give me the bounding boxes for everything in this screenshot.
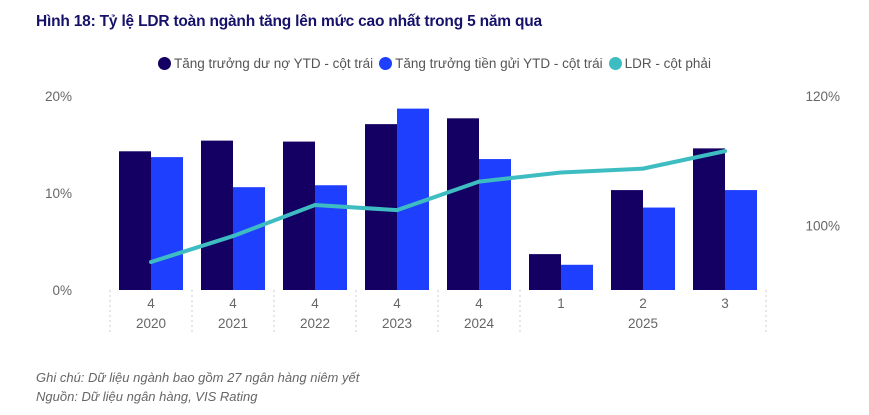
ldr-point xyxy=(231,234,235,239)
ldr-point xyxy=(641,166,645,171)
x-tick-quarter-label: 3 xyxy=(721,296,729,311)
legend: Tăng trưởng dư nợ YTD - cột trái Tăng tr… xyxy=(0,56,869,71)
x-tick-quarter-label: 4 xyxy=(475,296,483,311)
bar-loan-growth xyxy=(119,151,151,290)
legend-label: Tăng trưởng dư nợ YTD - cột trái xyxy=(174,56,374,71)
legend-item-loan-growth: Tăng trưởng dư nợ YTD - cột trái xyxy=(158,56,373,71)
bar-deposit-growth xyxy=(725,190,757,290)
y-left-tick-label: 0% xyxy=(52,283,72,298)
legend-marker xyxy=(158,57,172,70)
x-tick-year-label: 2023 xyxy=(382,316,412,331)
x-tick-year-label: 2025 xyxy=(628,316,658,331)
bar-deposit-growth xyxy=(233,187,265,290)
bar-loan-growth xyxy=(693,148,725,290)
legend-marker xyxy=(608,57,622,70)
x-tick-quarter-label: 2 xyxy=(639,296,647,311)
chart-title: Hình 18: Tỷ lệ LDR toàn ngành tăng lên m… xyxy=(36,13,542,30)
chart-source: Nguồn: Dữ liệu ngân hàng, VIS Rating xyxy=(36,389,258,404)
legend-label: LDR - cột phải xyxy=(624,56,711,71)
bar-deposit-growth xyxy=(151,157,183,290)
y-left-tick-label: 20% xyxy=(45,89,72,104)
y-right-tick-label: 120% xyxy=(805,89,840,104)
y-right-tick-label: 100% xyxy=(805,219,840,234)
chart-note: Ghi chú: Dữ liệu ngành bao gồm 27 ngân h… xyxy=(36,370,360,385)
bar-loan-growth xyxy=(529,254,561,290)
ldr-point xyxy=(723,149,727,154)
line-ldr xyxy=(150,149,726,264)
ldr-point xyxy=(395,208,399,213)
ldr-point xyxy=(149,260,153,265)
x-tick-year-label: 2021 xyxy=(218,316,248,331)
x-tick-quarter-label: 1 xyxy=(557,296,565,311)
x-tick-year-label: 2020 xyxy=(136,316,166,331)
bar-loan-growth xyxy=(201,140,233,290)
ldr-point xyxy=(477,179,481,184)
ldr-point xyxy=(313,202,317,207)
bar-loan-growth xyxy=(447,118,479,290)
bar-deposit-growth xyxy=(315,185,347,290)
x-tick-quarter-label: 4 xyxy=(147,296,155,311)
x-tick-quarter-label: 4 xyxy=(229,296,237,311)
legend-label: Tăng trưởng tiền gửi YTD - cột trái xyxy=(395,56,603,71)
legend-item-deposit-growth: Tăng trưởng tiền gửi YTD - cột trái xyxy=(379,56,603,71)
bar-deposit-growth xyxy=(643,207,675,290)
x-tick-quarter-label: 4 xyxy=(311,296,319,311)
legend-marker xyxy=(379,57,393,70)
legend-item-ldr: LDR - cột phải xyxy=(608,56,711,71)
y-left-tick-label: 10% xyxy=(45,186,72,201)
bar-loan-growth xyxy=(611,190,643,290)
bar-deposit-growth xyxy=(561,264,593,290)
x-tick-year-label: 2024 xyxy=(464,316,495,331)
ldr-point xyxy=(559,170,563,175)
x-tick-year-label: 2022 xyxy=(300,316,330,331)
x-tick-quarter-label: 4 xyxy=(393,296,401,311)
